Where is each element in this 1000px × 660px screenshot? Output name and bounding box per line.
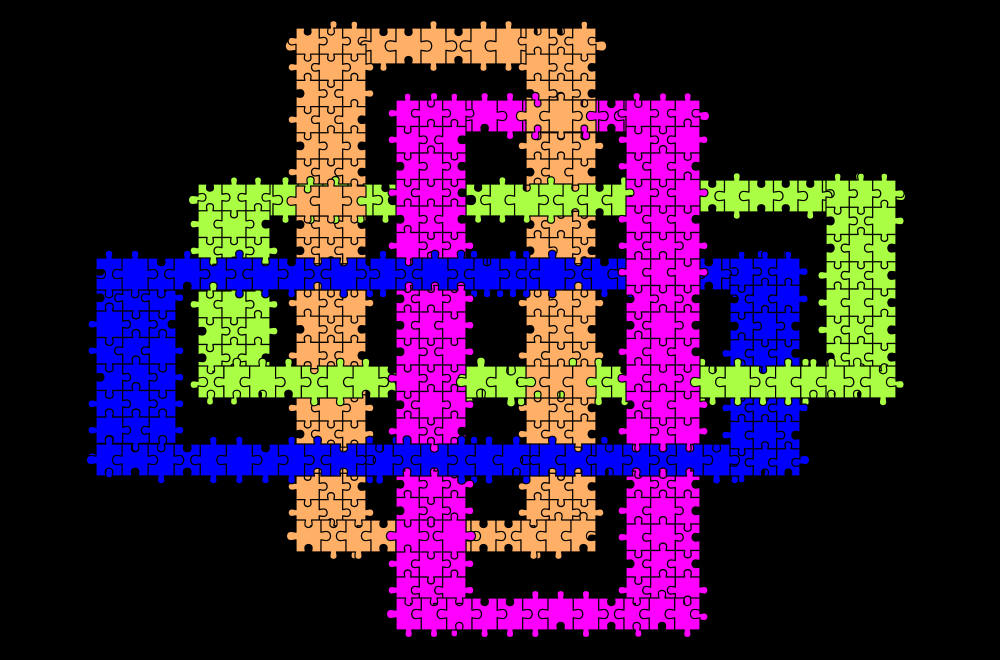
lime-puzzle-piece[interactable] <box>859 365 897 407</box>
blue-puzzle-piece[interactable] <box>499 249 527 299</box>
orange-puzzle-piece[interactable] <box>562 358 597 406</box>
magenta-puzzle-piece[interactable] <box>664 597 701 639</box>
orange-puzzle-piece[interactable] <box>560 511 597 553</box>
blue-puzzle-piece[interactable] <box>492 435 531 477</box>
blue-puzzle-piece[interactable] <box>702 443 741 485</box>
orange-puzzle-piece[interactable] <box>572 99 597 133</box>
orange-puzzle-piece[interactable] <box>342 178 367 224</box>
interlace-overlaps <box>286 92 827 560</box>
lime-puzzle-piece[interactable] <box>790 357 827 399</box>
lime-puzzle-piece[interactable] <box>485 365 527 408</box>
magenta-puzzle-piece[interactable] <box>432 512 477 560</box>
lime-frame <box>187 172 907 407</box>
blue-puzzle-piece[interactable] <box>767 441 801 477</box>
